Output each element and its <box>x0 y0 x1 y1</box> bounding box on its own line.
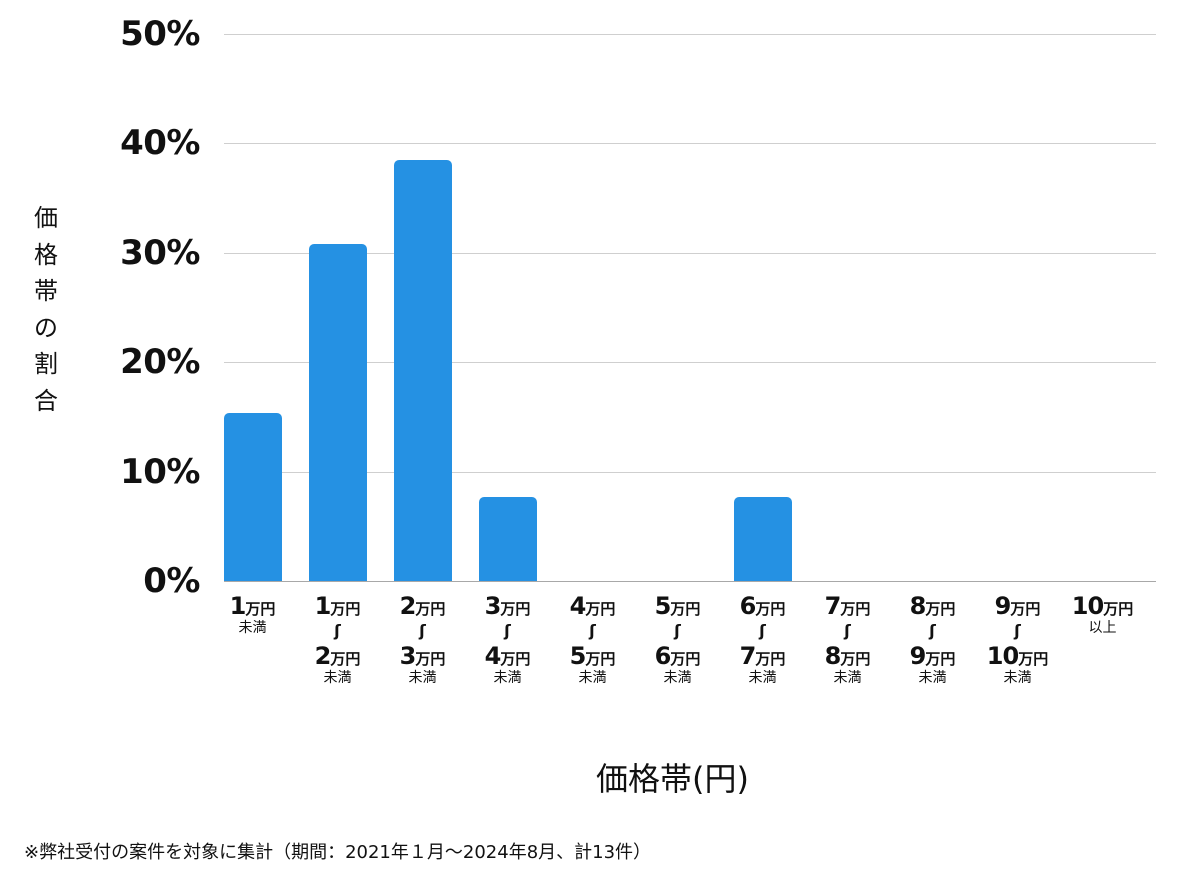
bar <box>479 497 537 581</box>
x-tick-label: 5万円 ʃ 6万円 未満 <box>654 592 701 686</box>
gridline <box>224 253 1156 254</box>
y-tick-label: 10% <box>120 452 200 492</box>
x-tick-label: 7万円 ʃ 8万円 未満 <box>824 592 871 686</box>
x-tick-label: 6万円 ʃ 7万円 未満 <box>739 592 786 686</box>
y-tick-label: 50% <box>120 14 200 54</box>
y-tick-label: 40% <box>120 123 200 163</box>
gridline <box>224 362 1156 363</box>
x-tick-label: 1万円 ʃ 2万円 未満 <box>314 592 361 686</box>
x-axis-title: 価格帯(円) <box>596 760 749 798</box>
y-axis-title: 価格帯の割合 <box>34 204 58 415</box>
gridline <box>224 472 1156 473</box>
bar <box>224 413 282 581</box>
bar <box>309 244 367 581</box>
x-tick-label: 2万円 ʃ 3万円 未満 <box>399 592 446 686</box>
gridline <box>224 34 1156 35</box>
y-tick-label: 30% <box>120 233 200 273</box>
bar <box>734 497 792 581</box>
x-tick-label: 1万円 未満 <box>229 592 276 636</box>
y-tick-label: 0% <box>143 561 200 601</box>
bar <box>394 160 452 581</box>
x-axis-line <box>224 581 1156 582</box>
y-tick-label: 20% <box>120 342 200 382</box>
x-tick-label: 10万円 以上 <box>1071 592 1134 636</box>
footnote: ※弊社受付の案件を対象に集計（期間：2021年１月〜2024年8月、計13件） <box>24 842 652 863</box>
x-tick-label: 8万円 ʃ 9万円 未満 <box>909 592 956 686</box>
x-tick-label: 9万円 ʃ 10万円 未満 <box>986 592 1049 686</box>
gridline <box>224 143 1156 144</box>
x-tick-label: 4万円 ʃ 5万円 未満 <box>569 592 616 686</box>
x-tick-label: 3万円 ʃ 4万円 未満 <box>484 592 531 686</box>
